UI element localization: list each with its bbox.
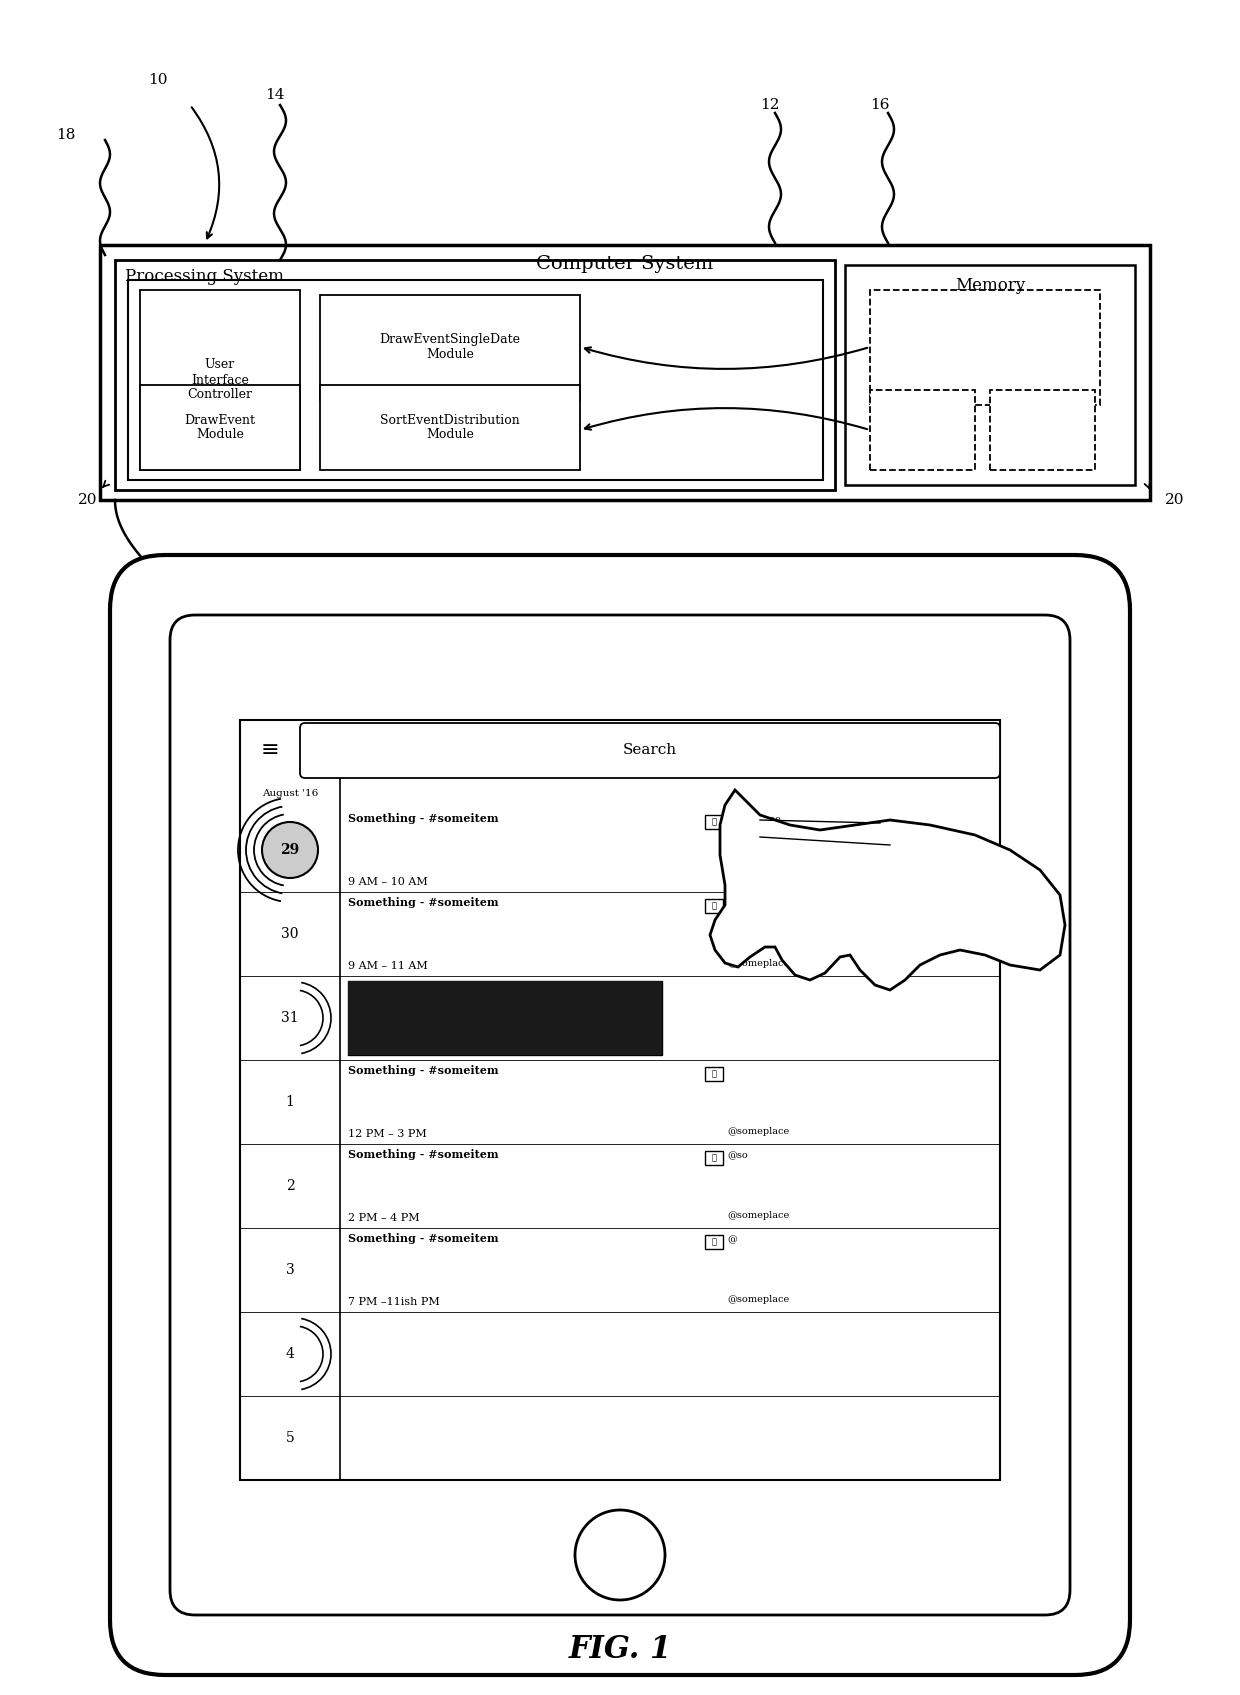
- Text: Something - #someitem: Something - #someitem: [348, 1232, 498, 1244]
- Text: @: @: [727, 1236, 737, 1244]
- Text: 9 AM – 10 AM: 9 AM – 10 AM: [348, 876, 428, 886]
- Text: 👥: 👥: [712, 817, 717, 827]
- Bar: [706, 1236, 723, 1249]
- Text: User
Interface
Controller: User Interface Controller: [187, 359, 253, 402]
- Bar: [706, 898, 723, 914]
- Text: 3: 3: [285, 1263, 294, 1276]
- Bar: [990, 390, 1095, 470]
- Text: 5: 5: [285, 1431, 294, 1446]
- Bar: [140, 290, 300, 470]
- Text: @someplace: @someplace: [727, 959, 790, 968]
- Text: FIG. 1: FIG. 1: [568, 1634, 672, 1664]
- Text: DrawEventSingleDate
Module: DrawEventSingleDate Module: [379, 334, 521, 361]
- Text: 16: 16: [870, 98, 889, 112]
- Text: 👥: 👥: [712, 1070, 717, 1078]
- Text: ≡: ≡: [260, 741, 279, 761]
- Bar: [844, 264, 1135, 485]
- Text: SortEventDistribution
Module: SortEventDistribution Module: [381, 414, 520, 441]
- Bar: [241, 720, 999, 1480]
- Text: 20: 20: [78, 493, 98, 507]
- Text: 4: 4: [285, 1348, 294, 1361]
- Text: August '16: August '16: [262, 788, 319, 798]
- Text: 10: 10: [148, 73, 167, 86]
- Polygon shape: [711, 790, 1065, 990]
- Text: 14: 14: [265, 88, 284, 102]
- Text: 1: 1: [285, 1095, 294, 1109]
- Bar: [348, 981, 662, 1054]
- Text: Something - #someitem: Something - #someitem: [348, 1064, 498, 1076]
- Text: 7 PM –11ish PM: 7 PM –11ish PM: [348, 1297, 440, 1307]
- Text: 30: 30: [281, 927, 299, 941]
- Text: @someplace: @someplace: [727, 1295, 790, 1303]
- Text: 29: 29: [280, 842, 300, 858]
- Text: 12 PM – 3 PM: 12 PM – 3 PM: [348, 1129, 427, 1139]
- Text: Something - #someitem: Something - #someitem: [348, 897, 498, 909]
- Bar: [706, 1066, 723, 1081]
- Text: Search: Search: [622, 744, 677, 758]
- Text: Something - #someitem: Something - #someitem: [348, 814, 498, 824]
- Bar: [128, 280, 823, 480]
- Bar: [706, 815, 723, 829]
- Bar: [115, 259, 835, 490]
- Text: 20: 20: [1166, 493, 1184, 507]
- Text: Something - #someitem: Something - #someitem: [348, 1149, 498, 1159]
- Text: Memory: Memory: [955, 276, 1025, 293]
- Text: 12: 12: [760, 98, 780, 112]
- Bar: [320, 385, 580, 470]
- FancyBboxPatch shape: [300, 724, 999, 778]
- Bar: [706, 1151, 723, 1164]
- Text: 31: 31: [281, 1010, 299, 1025]
- Text: 👥: 👥: [712, 1154, 717, 1163]
- Text: DrawEvent
Module: DrawEvent Module: [185, 414, 255, 441]
- Text: 2 PM – 4 PM: 2 PM – 4 PM: [348, 1214, 419, 1224]
- Text: Processing System: Processing System: [125, 268, 284, 285]
- Circle shape: [575, 1510, 665, 1600]
- Bar: [100, 246, 1149, 500]
- Bar: [320, 295, 580, 400]
- Circle shape: [262, 822, 317, 878]
- Bar: [140, 385, 300, 470]
- Text: @someone: @someone: [727, 898, 781, 909]
- Text: @someplace: @someplace: [727, 1210, 790, 1220]
- Bar: [870, 290, 1100, 405]
- Text: 2: 2: [285, 1180, 294, 1193]
- Text: Computer System: Computer System: [537, 254, 714, 273]
- Text: @someplace: @someplace: [727, 875, 790, 885]
- FancyBboxPatch shape: [170, 615, 1070, 1615]
- FancyBboxPatch shape: [110, 554, 1130, 1675]
- Bar: [870, 390, 975, 470]
- Text: 👥: 👥: [712, 902, 717, 910]
- Text: @someone: @someone: [727, 815, 781, 824]
- Text: @someplace: @someplace: [727, 1127, 790, 1136]
- Text: @so: @so: [727, 1151, 748, 1159]
- Bar: [348, 981, 662, 1054]
- Text: 18: 18: [56, 129, 74, 142]
- Text: 9 AM – 11 AM: 9 AM – 11 AM: [348, 961, 428, 971]
- Text: 👥: 👥: [712, 1237, 717, 1246]
